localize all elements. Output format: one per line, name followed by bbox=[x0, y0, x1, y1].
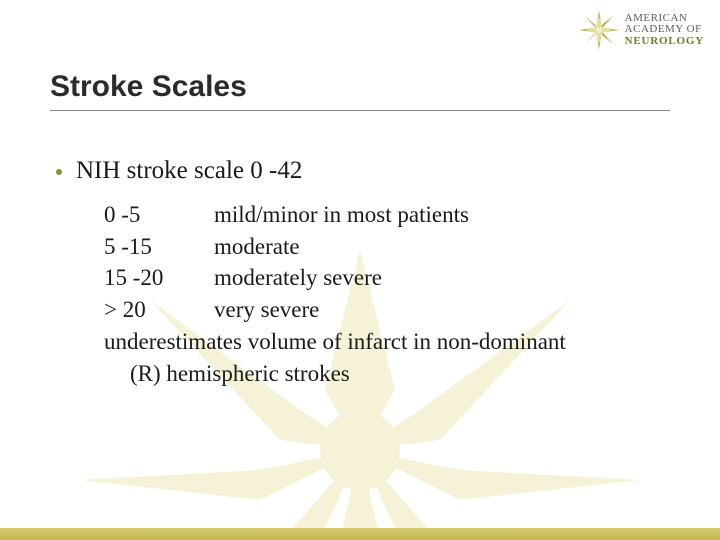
bullet-item: NIH stroke scale 0 -42 bbox=[56, 157, 670, 185]
logo-text: AMERICAN ACADEMY OF NEUROLOGY bbox=[625, 13, 704, 48]
bullet-dot-icon bbox=[56, 169, 62, 175]
scale-desc: very severe bbox=[214, 294, 319, 326]
scale-row: 5 -15 moderate bbox=[104, 231, 670, 263]
slide-content: Stroke Scales NIH stroke scale 0 -42 0 -… bbox=[0, 0, 720, 389]
org-logo: AMERICAN ACADEMY OF NEUROLOGY bbox=[579, 10, 704, 50]
scale-range: 0 -5 bbox=[104, 199, 214, 231]
starburst-icon bbox=[579, 10, 619, 50]
scale-row: > 20 very severe bbox=[104, 294, 670, 326]
note-line1: underestimates volume of infarct in non-… bbox=[104, 326, 670, 358]
scale-desc: moderate bbox=[214, 231, 300, 263]
logo-line3: NEUROLOGY bbox=[625, 36, 704, 48]
scale-range: 15 -20 bbox=[104, 262, 214, 294]
slide-title: Stroke Scales bbox=[50, 70, 670, 111]
bullet-text: NIH stroke scale 0 -42 bbox=[76, 157, 302, 185]
scale-row: 0 -5 mild/minor in most patients bbox=[104, 199, 670, 231]
scale-range: > 20 bbox=[104, 294, 214, 326]
scale-desc: moderately severe bbox=[214, 262, 382, 294]
footer-bar bbox=[0, 528, 720, 540]
scale-desc: mild/minor in most patients bbox=[214, 199, 469, 231]
note-line2: (R) hemispheric strokes bbox=[104, 358, 670, 390]
sub-content: 0 -5 mild/minor in most patients 5 -15 m… bbox=[104, 199, 670, 389]
scale-range: 5 -15 bbox=[104, 231, 214, 263]
scale-row: 15 -20 moderately severe bbox=[104, 262, 670, 294]
